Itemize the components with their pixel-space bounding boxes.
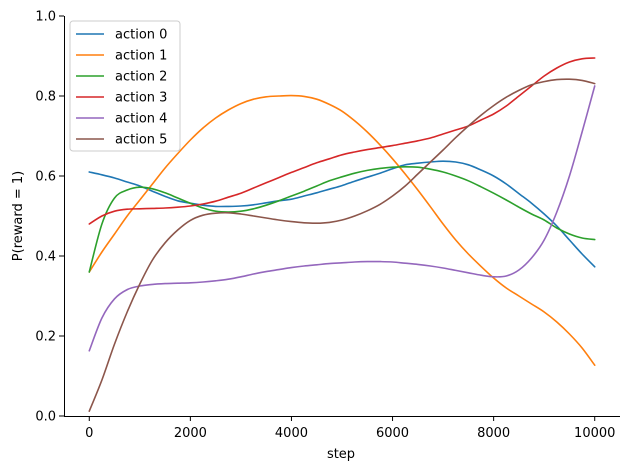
series-line-action-4 [88, 85, 596, 352]
legend-label-action-2: action 2 [115, 70, 167, 85]
axes: 0 2000 4000 6000 8000 10000 0.0 0.2 0.4 0.6 0.8 1.… [35, 10, 620, 441]
legend-label-action-0: action 0 [115, 28, 167, 43]
y-tick-label: 1.0 [35, 10, 56, 25]
y-axis-label: P(reward = 1) [11, 171, 26, 261]
x-tick-label: 2000 [174, 426, 207, 441]
x-tick-label: 4000 [275, 426, 308, 441]
x-tick-label: 0 [85, 426, 93, 441]
series-line-action-1 [88, 94, 596, 366]
legend-label-action-4: action 4 [115, 112, 167, 127]
x-tick-label: 8000 [477, 426, 510, 441]
legend-label-action-3: action 3 [115, 91, 167, 106]
y-tick-label: 0.6 [35, 170, 56, 185]
series-line-action-3 [88, 57, 596, 225]
y-tick-label: 0.8 [35, 90, 56, 105]
legend-label-action-1: action 1 [115, 49, 167, 64]
x-ticks: 0 2000 4000 6000 8000 10000 [85, 416, 615, 441]
series-line-action-5 [88, 78, 596, 412]
y-ticks: 0.0 0.2 0.4 0.6 0.8 1.0 [35, 10, 64, 425]
y-tick-label: 0.2 [35, 330, 56, 345]
series-line-action-0 [88, 160, 596, 268]
legend: action 0 action 1 action 2 action 3 action 4… [69, 20, 181, 152]
legend-label-action-5: action 5 [115, 133, 167, 148]
plot-area [88, 57, 596, 412]
y-tick-label: 0.4 [35, 250, 56, 265]
series-line-action-2 [88, 166, 596, 273]
x-tick-label: 10000 [574, 426, 615, 441]
y-tick-label: 0.0 [35, 410, 56, 425]
x-tick-label: 6000 [376, 426, 409, 441]
x-axis-label: step [327, 447, 355, 462]
